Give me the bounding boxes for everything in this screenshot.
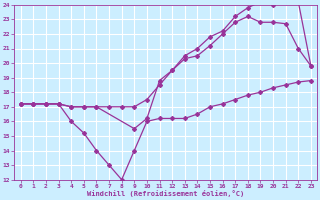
X-axis label: Windchill (Refroidissement éolien,°C): Windchill (Refroidissement éolien,°C) (87, 190, 244, 197)
